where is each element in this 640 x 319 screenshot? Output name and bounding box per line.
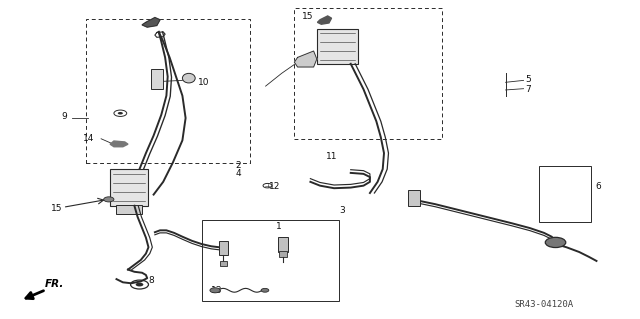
Text: 11: 11 [326, 152, 338, 161]
Text: 10: 10 [198, 78, 210, 87]
Bar [86, 19, 250, 163]
Circle shape [261, 288, 269, 292]
Bar [408, 190, 420, 206]
Text: 3: 3 [339, 206, 345, 215]
Bar [219, 241, 228, 255]
Text: SR43-04120A: SR43-04120A [515, 300, 573, 309]
Text: 1: 1 [276, 222, 282, 231]
Bar [278, 237, 288, 252]
Circle shape [136, 283, 143, 286]
Bar [317, 29, 358, 64]
Bar [202, 220, 339, 301]
Text: 4: 4 [236, 169, 241, 178]
Circle shape [210, 288, 220, 293]
Polygon shape [294, 51, 317, 67]
Bar [294, 8, 442, 139]
Bar [110, 169, 148, 206]
Text: 15: 15 [302, 12, 314, 21]
Bar [151, 69, 163, 89]
Bar [116, 205, 142, 214]
Circle shape [104, 197, 114, 202]
Text: 15: 15 [51, 204, 63, 213]
Text: 13: 13 [211, 286, 223, 295]
Bar [220, 261, 227, 266]
Text: 12: 12 [269, 182, 280, 191]
Polygon shape [110, 141, 128, 147]
Text: 2: 2 [236, 161, 241, 170]
Circle shape [545, 237, 566, 248]
Bar [279, 251, 287, 257]
Text: 14: 14 [83, 134, 95, 143]
Ellipse shape [182, 73, 195, 83]
Text: 6: 6 [595, 182, 601, 191]
Text: FR.: FR. [45, 279, 64, 289]
Text: 9: 9 [61, 112, 67, 121]
Text: 8: 8 [148, 276, 154, 285]
Bar [539, 166, 591, 222]
Text: 7: 7 [525, 85, 531, 94]
Polygon shape [142, 18, 160, 27]
Circle shape [118, 112, 123, 115]
Text: 5: 5 [525, 75, 531, 84]
Polygon shape [317, 16, 332, 24]
